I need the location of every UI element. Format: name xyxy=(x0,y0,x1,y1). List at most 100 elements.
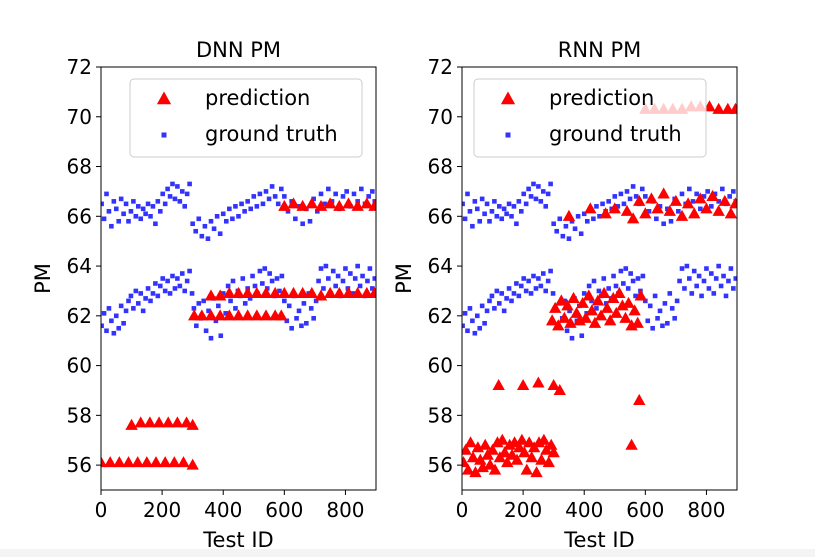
chart-panel-1: 56 58 60 62 64 66 68 70 72 0 200 400 600 800 RNN PM Tes… xyxy=(392,38,738,552)
prediction-point xyxy=(535,453,548,465)
ground-truth-point xyxy=(615,204,621,209)
ground-truth-point xyxy=(687,276,692,281)
ground-truth-point xyxy=(621,201,627,207)
ground-truth-point xyxy=(223,218,229,224)
ground-truth-point xyxy=(538,283,544,289)
ground-truth-point xyxy=(131,199,136,204)
prediction-point xyxy=(171,416,184,428)
x-axis-label: Test ID xyxy=(563,528,634,552)
prediction-point xyxy=(631,316,644,328)
prediction-point xyxy=(278,199,291,211)
ground-truth-point xyxy=(521,276,527,281)
ground-truth-point xyxy=(208,335,214,341)
ground-truth-point xyxy=(275,201,281,207)
y-axis-label: PM xyxy=(392,263,416,294)
prediction-point xyxy=(158,456,172,468)
ground-truth-point xyxy=(333,283,338,289)
y-tick-label: 62 xyxy=(428,304,453,328)
ground-truth-point xyxy=(300,221,305,227)
ground-truth-point xyxy=(623,266,629,271)
ground-truth-point xyxy=(518,209,524,214)
ground-truth-point xyxy=(477,218,483,224)
prediction-point xyxy=(125,418,138,430)
ground-truth-point xyxy=(182,288,188,294)
ground-truth-point xyxy=(228,298,233,304)
ground-truth-point xyxy=(540,271,546,276)
y-tick-label: 64 xyxy=(67,254,92,278)
ground-truth-point xyxy=(633,194,639,199)
plot-area-0 xyxy=(101,181,376,470)
ground-truth-point xyxy=(698,206,703,212)
ground-truth-point xyxy=(140,206,146,212)
ground-truth-point xyxy=(465,328,470,334)
prediction-point xyxy=(486,443,499,455)
ground-truth-point xyxy=(175,184,180,189)
ground-truth-point xyxy=(205,236,211,241)
prediction-point xyxy=(314,199,328,211)
ground-truth-point xyxy=(660,323,665,329)
ground-truth-point xyxy=(278,186,284,192)
prediction-point xyxy=(555,294,568,306)
ground-truth-point xyxy=(230,278,236,284)
ground-truth-point xyxy=(179,189,185,194)
ground-truth-point xyxy=(126,298,131,304)
legend-ground-truth-marker xyxy=(161,132,167,138)
ground-truth-point xyxy=(506,286,512,291)
prediction-point xyxy=(564,316,577,328)
ground-truth-point xyxy=(584,311,589,316)
prediction-point xyxy=(195,309,209,321)
prediction-point xyxy=(552,319,565,331)
prediction-point xyxy=(140,456,154,468)
prediction-point xyxy=(259,286,273,298)
ground-truth-point xyxy=(233,204,238,209)
prediction-point xyxy=(645,192,658,204)
ground-truth-point xyxy=(487,218,492,224)
ground-truth-point xyxy=(504,211,509,217)
ground-truth-point xyxy=(326,276,331,281)
ground-truth-point xyxy=(101,201,104,207)
ground-truth-point xyxy=(293,216,298,222)
ground-truth-point xyxy=(160,191,166,197)
ground-truth-point xyxy=(652,293,658,299)
ground-truth-point xyxy=(716,263,721,269)
ground-truth-point xyxy=(467,306,473,311)
ground-truth-point xyxy=(545,278,551,284)
ground-truth-point xyxy=(597,213,602,219)
y-tick-label: 70 xyxy=(67,105,92,129)
ground-truth-point xyxy=(217,231,223,237)
ground-truth-point xyxy=(170,273,175,279)
ground-truth-point xyxy=(113,206,119,212)
ground-truth-point xyxy=(630,278,636,284)
ground-truth-point xyxy=(128,209,134,214)
ground-truth-point xyxy=(509,298,514,304)
ground-truth-point xyxy=(657,204,663,209)
ground-truth-point xyxy=(101,311,107,316)
ground-truth-point xyxy=(335,273,341,279)
ground-truth-point xyxy=(694,283,699,289)
ground-truth-point xyxy=(311,196,316,202)
ground-truth-point xyxy=(138,216,144,222)
prediction-point xyxy=(634,289,647,301)
prediction-point xyxy=(669,194,683,206)
prediction-point xyxy=(131,456,144,468)
ground-truth-point xyxy=(172,196,178,202)
ground-truth-point xyxy=(247,296,253,301)
ground-truth-point xyxy=(589,298,594,304)
ground-truth-point xyxy=(211,226,217,232)
ground-truth-point xyxy=(526,186,531,192)
ground-truth-point xyxy=(523,288,529,294)
prediction-point xyxy=(149,456,163,468)
prediction-point xyxy=(525,451,538,463)
prediction-point xyxy=(516,378,530,391)
ground-truth-point xyxy=(279,273,285,279)
ground-truth-point xyxy=(578,231,584,237)
ground-truth-point xyxy=(170,181,175,187)
ground-truth-point xyxy=(484,308,490,314)
prediction-point xyxy=(177,456,190,468)
ground-truth-point xyxy=(639,186,645,192)
ground-truth-point xyxy=(167,194,173,199)
ground-truth-point xyxy=(213,318,219,324)
prediction-point xyxy=(562,209,576,221)
ground-truth-point xyxy=(206,308,211,314)
ground-truth-point xyxy=(104,328,109,334)
